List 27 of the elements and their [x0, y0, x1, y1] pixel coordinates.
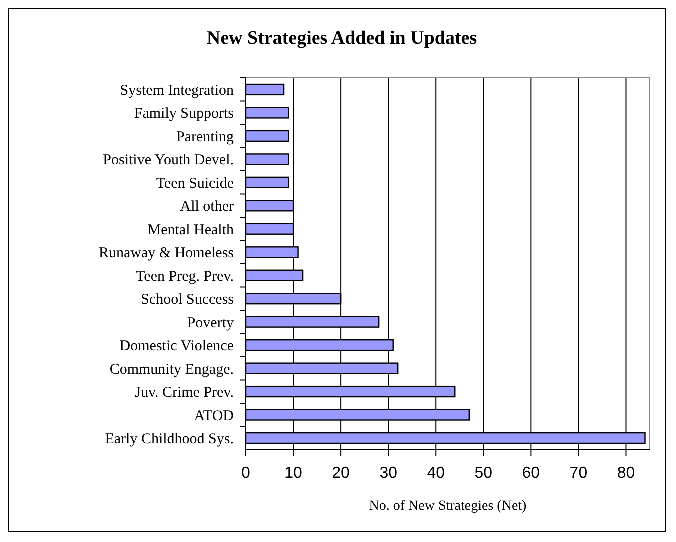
- y-tick-label: System Integration: [120, 82, 234, 99]
- x-tick-label: 0: [242, 465, 251, 482]
- y-tick-label: Community Engage.: [110, 362, 234, 378]
- y-tick-label: All other: [180, 199, 234, 216]
- x-tick-label: 10: [284, 465, 303, 482]
- y-tick-label: Parenting: [176, 129, 234, 146]
- y-tick-label: Teen Preg. Prev.: [136, 268, 234, 285]
- y-tick-label: Teen Suicide: [156, 176, 234, 192]
- x-axis-title: No. of New Strategies (Net): [369, 499, 528, 514]
- y-tick-label: School Success: [141, 292, 234, 308]
- x-tick-label: 40: [427, 465, 446, 482]
- y-tick-label: Mental Health: [148, 222, 234, 238]
- y-tick-label: Domestic Violence: [120, 338, 234, 355]
- y-tick-label: ATOD: [194, 408, 234, 424]
- x-tick-label: 50: [474, 465, 493, 482]
- y-tick-label: Juv. Crime Prev.: [135, 385, 234, 402]
- x-tick-label: 70: [570, 465, 588, 482]
- x-tick-label: 30: [380, 465, 398, 482]
- y-tick-label: Family Supports: [134, 106, 234, 122]
- y-tick-label: Early Childhood Sys.: [105, 432, 234, 448]
- y-tick-label: Positive Youth Devel.: [103, 152, 234, 169]
- x-tick-label: 20: [332, 465, 350, 482]
- y-tick-label: Poverty: [187, 315, 234, 332]
- y-tick-label: Runaway & Homeless: [99, 246, 234, 262]
- x-tick-label: 80: [617, 465, 636, 482]
- chart-title: New Strategies Added in Updates: [206, 28, 478, 49]
- x-tick-label: 60: [522, 465, 540, 482]
